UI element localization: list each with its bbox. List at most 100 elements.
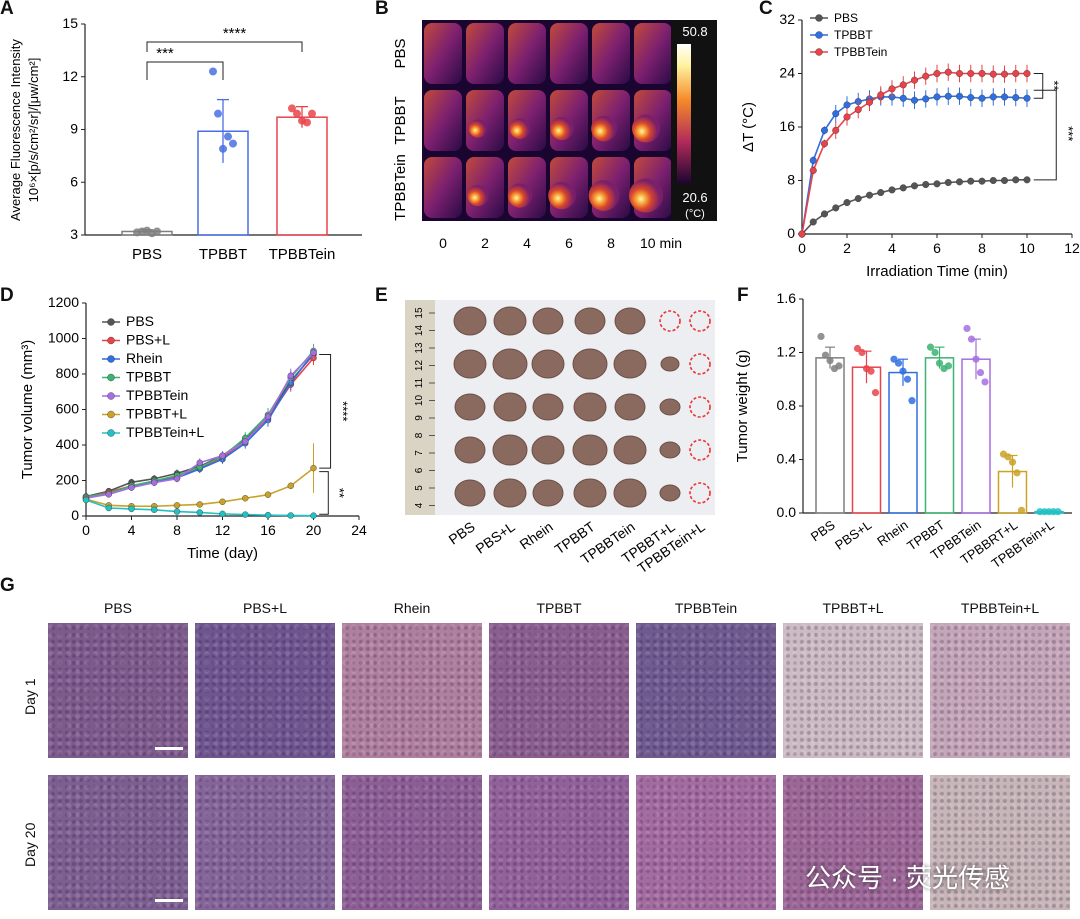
- data-point: [865, 191, 873, 199]
- ruler-number: 12: [414, 360, 425, 372]
- data-point: [926, 343, 935, 351]
- row-label: TPBBTein: [392, 154, 409, 221]
- x-tick-label: 8: [978, 240, 986, 256]
- data-point: [1012, 94, 1020, 102]
- data-point: [933, 69, 941, 77]
- data-point: [972, 355, 980, 363]
- histology-image: [342, 623, 482, 758]
- data-point: [1001, 70, 1009, 78]
- data-point: [910, 76, 918, 84]
- tumor: [574, 307, 606, 335]
- legend-label: TPBBTein: [834, 45, 887, 59]
- data-point: [820, 126, 828, 134]
- y-tick-label: 9: [70, 121, 78, 137]
- significance-bracket: [1033, 73, 1044, 99]
- y-tick-label: 200: [56, 472, 80, 488]
- panel-label: A: [0, 0, 14, 19]
- significance-bracket: [319, 353, 332, 469]
- data-point: [976, 368, 985, 377]
- bar: [924, 357, 955, 514]
- data-point: [224, 132, 232, 141]
- data-point: [933, 93, 941, 101]
- data-point: [264, 511, 272, 519]
- histology-image: [636, 775, 776, 910]
- tumor: [532, 479, 564, 507]
- tumor: [454, 393, 486, 421]
- row-label: PBS: [392, 38, 409, 68]
- histology-image: [195, 775, 335, 910]
- tumor: [492, 348, 528, 380]
- scale-bar: [155, 747, 183, 750]
- column-label: PBS: [103, 600, 132, 616]
- ruler-number: 10: [414, 395, 425, 407]
- data-point: [944, 92, 952, 100]
- data-point: [899, 94, 907, 102]
- data-point: [242, 495, 249, 502]
- tumor: [531, 349, 565, 379]
- data-point: [128, 505, 135, 513]
- data-point: [173, 502, 181, 509]
- column-label: TPBBTein+L: [960, 600, 1040, 616]
- data-point: [832, 110, 840, 118]
- legend-marker: [815, 14, 823, 22]
- data-point: [219, 498, 226, 506]
- data-point: [843, 113, 851, 121]
- data-point: [242, 511, 249, 518]
- legend-marker: [107, 410, 115, 419]
- data-point: [877, 91, 885, 99]
- x-tick-label: 4: [888, 240, 896, 256]
- y-tick-label: 0.8: [777, 397, 797, 413]
- histology-image: [783, 775, 923, 910]
- data-point: [922, 95, 930, 103]
- data-point: [105, 491, 112, 498]
- x-tick-label: 0: [798, 240, 806, 256]
- x-tick-label: PBS: [132, 246, 162, 263]
- histology-image: [636, 623, 776, 758]
- data-point: [877, 189, 885, 197]
- panel-a: A 3 6 9 12 15 Average Fluorescence Intensity 1…: [0, 0, 370, 285]
- histology-image: [783, 623, 923, 758]
- panel-e: E 15 14 13 12 11 10 9 8 7 6 5 4 PBS PBS+L Rhein TPBBT TP…: [375, 285, 725, 585]
- legend-label: Rhein: [126, 350, 163, 366]
- empty-tumor-marker: [689, 482, 711, 504]
- thermal-mouse: [550, 23, 588, 84]
- data-point: [1004, 453, 1012, 461]
- tumor: [573, 392, 607, 422]
- panel-label: F: [737, 285, 749, 306]
- heat-spot: [591, 115, 617, 142]
- y-tick-label: 8: [787, 172, 795, 188]
- y-tick-label: 16: [779, 118, 795, 134]
- panel-label: C: [759, 0, 773, 19]
- ruler-number: 9: [414, 415, 425, 421]
- tumor: [453, 349, 487, 379]
- tumor: [493, 392, 527, 422]
- legend-label: TPBBT: [126, 369, 172, 385]
- heat-spot: [550, 116, 574, 141]
- y-axis-label: ΔT (°C): [740, 102, 757, 152]
- significance-label: ***: [156, 45, 174, 62]
- group-label: Rhein: [517, 518, 556, 552]
- data-point: [196, 459, 203, 466]
- data-point: [858, 348, 866, 357]
- data-point: [821, 351, 830, 359]
- data-point: [899, 367, 907, 375]
- column-label: Rhein: [393, 600, 431, 616]
- data-point: [843, 199, 851, 207]
- data-point: [843, 101, 851, 109]
- heat-spot: [629, 178, 663, 213]
- tumor: [454, 436, 486, 464]
- thermal-images: PBS TPBBT TPBBTein 0 2 4 6 8 10 min 50.8 20.6 (°C): [392, 20, 717, 251]
- tumor-photo: 151413121110987654PBSPBS+LRheinTPBBTTPBB…: [405, 300, 715, 576]
- significance-label: ***: [1061, 126, 1076, 141]
- significance-label: **: [1047, 80, 1062, 90]
- significance-label: **: [332, 488, 347, 498]
- data-point: [1017, 506, 1026, 514]
- tumor: [573, 478, 607, 508]
- group-label: PBS+L: [473, 518, 518, 556]
- data-point: [310, 464, 317, 472]
- ruler-number: 15: [414, 307, 425, 319]
- tumor: [492, 434, 528, 466]
- ruler-number: 14: [414, 325, 425, 337]
- y-tick-label: 0.0: [777, 504, 797, 520]
